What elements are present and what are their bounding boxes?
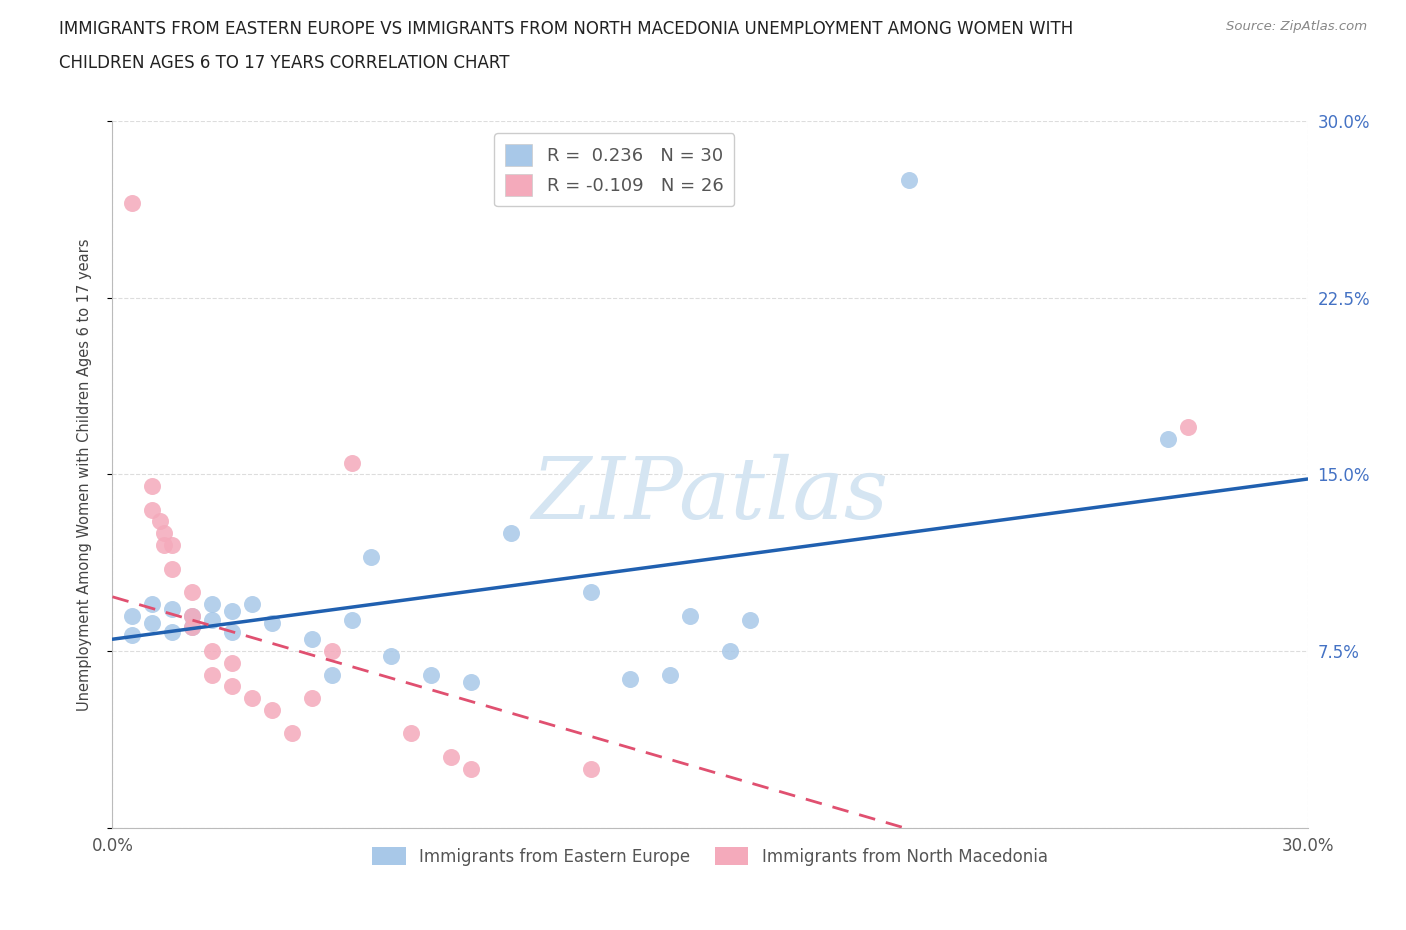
Point: [221, 625, 243, 640]
Point: [240, 691, 263, 706]
Y-axis label: Unemployment Among Women with Children Ages 6 to 17 years: Unemployment Among Women with Children A…: [77, 238, 91, 711]
Point: [579, 762, 602, 777]
Point: [321, 667, 343, 682]
Point: [321, 644, 343, 658]
Text: IMMIGRANTS FROM EASTERN EUROPE VS IMMIGRANTS FROM NORTH MACEDONIA UNEMPLOYMENT A: IMMIGRANTS FROM EASTERN EUROPE VS IMMIGR…: [59, 20, 1073, 38]
Point: [240, 596, 263, 611]
Point: [401, 726, 423, 741]
Legend: Immigrants from Eastern Europe, Immigrants from North Macedonia: Immigrants from Eastern Europe, Immigran…: [366, 841, 1054, 872]
Point: [619, 671, 641, 686]
Point: [149, 514, 172, 529]
Point: [301, 691, 323, 706]
Point: [141, 502, 163, 517]
Point: [579, 585, 602, 600]
Text: ZIPatlas: ZIPatlas: [531, 454, 889, 537]
Point: [420, 667, 443, 682]
Point: [340, 613, 363, 628]
Point: [460, 762, 482, 777]
Point: [153, 525, 176, 540]
Point: [181, 620, 204, 635]
Point: [260, 616, 283, 631]
Point: [201, 667, 224, 682]
Point: [181, 585, 204, 600]
Point: [162, 601, 183, 616]
Point: [281, 726, 304, 741]
Point: [1157, 432, 1180, 446]
Point: [679, 608, 702, 623]
Point: [738, 613, 761, 628]
Point: [121, 196, 143, 211]
Point: [499, 525, 522, 540]
Point: [153, 538, 176, 552]
Point: [360, 550, 382, 565]
Point: [201, 613, 224, 628]
Point: [181, 608, 204, 623]
Point: [201, 596, 224, 611]
Point: [460, 674, 482, 689]
Point: [141, 596, 163, 611]
Point: [201, 644, 224, 658]
Point: [221, 656, 243, 671]
Point: [162, 561, 183, 576]
Point: [221, 604, 243, 618]
Point: [141, 479, 163, 494]
Text: Source: ZipAtlas.com: Source: ZipAtlas.com: [1226, 20, 1367, 33]
Point: [440, 750, 463, 764]
Point: [162, 625, 183, 640]
Point: [340, 455, 363, 470]
Point: [221, 679, 243, 694]
Point: [260, 702, 283, 717]
Point: [181, 608, 204, 623]
Point: [162, 538, 183, 552]
Point: [659, 667, 682, 682]
Point: [121, 627, 143, 642]
Point: [1177, 419, 1199, 434]
Point: [380, 648, 402, 663]
Point: [301, 631, 323, 646]
Text: CHILDREN AGES 6 TO 17 YEARS CORRELATION CHART: CHILDREN AGES 6 TO 17 YEARS CORRELATION …: [59, 54, 509, 72]
Point: [121, 608, 143, 623]
Point: [718, 644, 741, 658]
Point: [898, 172, 921, 187]
Point: [141, 616, 163, 631]
Point: [181, 620, 204, 635]
